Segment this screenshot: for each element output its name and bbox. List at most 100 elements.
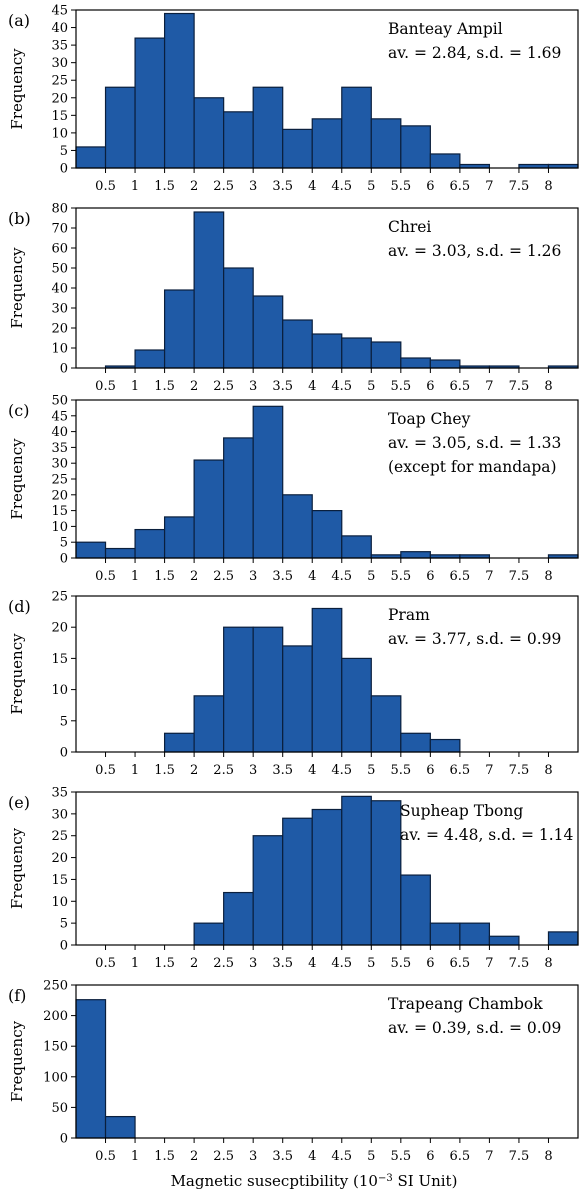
y-axis-label: Frequency	[8, 48, 26, 130]
x-tick-label: 4	[308, 569, 316, 584]
y-tick-label: 150	[43, 1040, 68, 1055]
y-tick-label: 0	[60, 362, 68, 377]
panel-4: 0 5 10 15 20 25 0.5 1 1.5 2 2.5 3 3.5 4 4.5 5 5.5 6 6.5 7 7.…	[8, 590, 579, 778]
y-tick-label: 15	[51, 873, 68, 888]
x-tick-label: 1	[131, 763, 139, 778]
histogram-bar	[134, 349, 166, 369]
x-tick-label: 1	[131, 569, 139, 584]
y-tick-label: 20	[51, 621, 68, 636]
y-tick-label: 30	[51, 302, 68, 317]
histogram-bar	[193, 97, 225, 169]
x-tick-label: 1	[131, 1149, 139, 1164]
x-tick-label: 6	[426, 179, 434, 194]
x-tick-label: 2	[190, 379, 198, 394]
x-tick-label: 0.5	[95, 569, 116, 584]
site-name: Trapeang Chambok	[388, 995, 543, 1013]
histogram-bar	[341, 337, 372, 369]
histogram-bar	[193, 211, 225, 369]
x-tick-label: 2.5	[213, 956, 234, 971]
x-tick-label: 0.5	[95, 179, 116, 194]
histogram-bar	[223, 437, 254, 559]
histogram-bar	[370, 695, 402, 753]
y-tick-label: 10	[51, 683, 68, 698]
x-tick-label: 8	[544, 1149, 552, 1164]
x-tick-label: 4	[308, 379, 316, 394]
y-tick-label: 50	[51, 1101, 68, 1116]
x-tick-label: 3	[249, 569, 257, 584]
y-tick-label: 35	[51, 441, 68, 456]
x-tick-label: 3.5	[272, 569, 293, 584]
y-axis-label: Frequency	[8, 633, 26, 715]
x-tick-label: 7.5	[509, 569, 530, 584]
x-tick-label: 7	[485, 379, 493, 394]
y-tick-label: 20	[51, 488, 68, 503]
y-tick-label: 0	[60, 939, 68, 954]
histogram-bar	[193, 459, 225, 559]
x-axis-label: Magnetic susecptibility (10−3 SI Unit)	[171, 1172, 458, 1190]
histogram-bar	[459, 922, 491, 946]
histogram-bar	[134, 37, 166, 169]
plot-frame	[75, 9, 579, 169]
x-tick-label: 3.5	[272, 1149, 293, 1164]
histogram-bar	[163, 12, 195, 169]
x-tick-label: 2.5	[213, 1149, 234, 1164]
site-name: Supheap Tbong	[400, 802, 523, 820]
histogram-bar	[282, 128, 313, 169]
y-tick-label: 5	[60, 714, 68, 729]
y-tick-label: 25	[51, 74, 68, 89]
histogram-bar	[252, 835, 284, 946]
x-tick-label: 5	[367, 1149, 375, 1164]
y-tick-label: 45	[51, 409, 68, 424]
histogram-bar	[311, 118, 343, 169]
histogram-bar	[429, 153, 461, 169]
histogram-bar	[370, 341, 402, 369]
x-tick-label: 5.5	[390, 569, 411, 584]
y-tick-label: 30	[51, 457, 68, 472]
x-tick-label: 8	[544, 956, 552, 971]
y-tick-label: 200	[43, 1009, 68, 1024]
y-tick-label: 20	[51, 851, 68, 866]
x-tick-label: 7	[485, 1149, 493, 1164]
x-tick-label: 6	[426, 379, 434, 394]
y-tick-label: 100	[43, 1070, 68, 1085]
x-tick-label: 2.5	[213, 179, 234, 194]
stats-label: av. = 0.39, s.d. = 0.09	[388, 1019, 561, 1037]
y-tick-label: 30	[51, 56, 68, 71]
x-tick-label: 1.5	[154, 569, 175, 584]
histogram-bar	[282, 494, 313, 559]
x-tick-label: 4.5	[331, 179, 352, 194]
y-tick-label: 80	[51, 202, 68, 217]
x-tick-label: 6.5	[450, 379, 471, 394]
x-tick-label: 7.5	[509, 1149, 530, 1164]
site-name: Chrei	[388, 218, 431, 236]
x-tick-label: 5.5	[390, 179, 411, 194]
histogram-bar	[400, 551, 431, 559]
y-tick-label: 45	[51, 4, 68, 19]
x-tick-label: 1.5	[154, 179, 175, 194]
x-tick-label: 5.5	[390, 379, 411, 394]
x-tick-label: 0.5	[95, 379, 116, 394]
x-tick-label: 3	[249, 956, 257, 971]
x-tick-label: 3	[249, 1149, 257, 1164]
stats-label: av. = 2.84, s.d. = 1.69	[388, 44, 561, 62]
histogram-bar	[282, 319, 313, 369]
histogram-bar	[104, 547, 136, 559]
panel-label: (c)	[8, 401, 29, 420]
histogram-bar	[223, 111, 254, 169]
x-tick-label: 4	[308, 956, 316, 971]
x-tick-label: 8	[544, 179, 552, 194]
panel-label: (e)	[8, 793, 30, 812]
y-tick-label: 0	[60, 1132, 68, 1147]
x-tick-label: 8	[544, 379, 552, 394]
x-tick-label: 2.5	[213, 763, 234, 778]
plot-frame	[75, 791, 579, 946]
stats-label: av. = 3.77, s.d. = 0.99	[388, 630, 561, 648]
histogram-bar	[104, 86, 136, 169]
x-tick-label: 4.5	[331, 956, 352, 971]
stats-label: av. = 3.03, s.d. = 1.26	[388, 242, 561, 260]
y-axis-label: Frequency	[8, 827, 26, 909]
x-tick-label: 1	[131, 379, 139, 394]
x-tick-label: 3	[249, 379, 257, 394]
